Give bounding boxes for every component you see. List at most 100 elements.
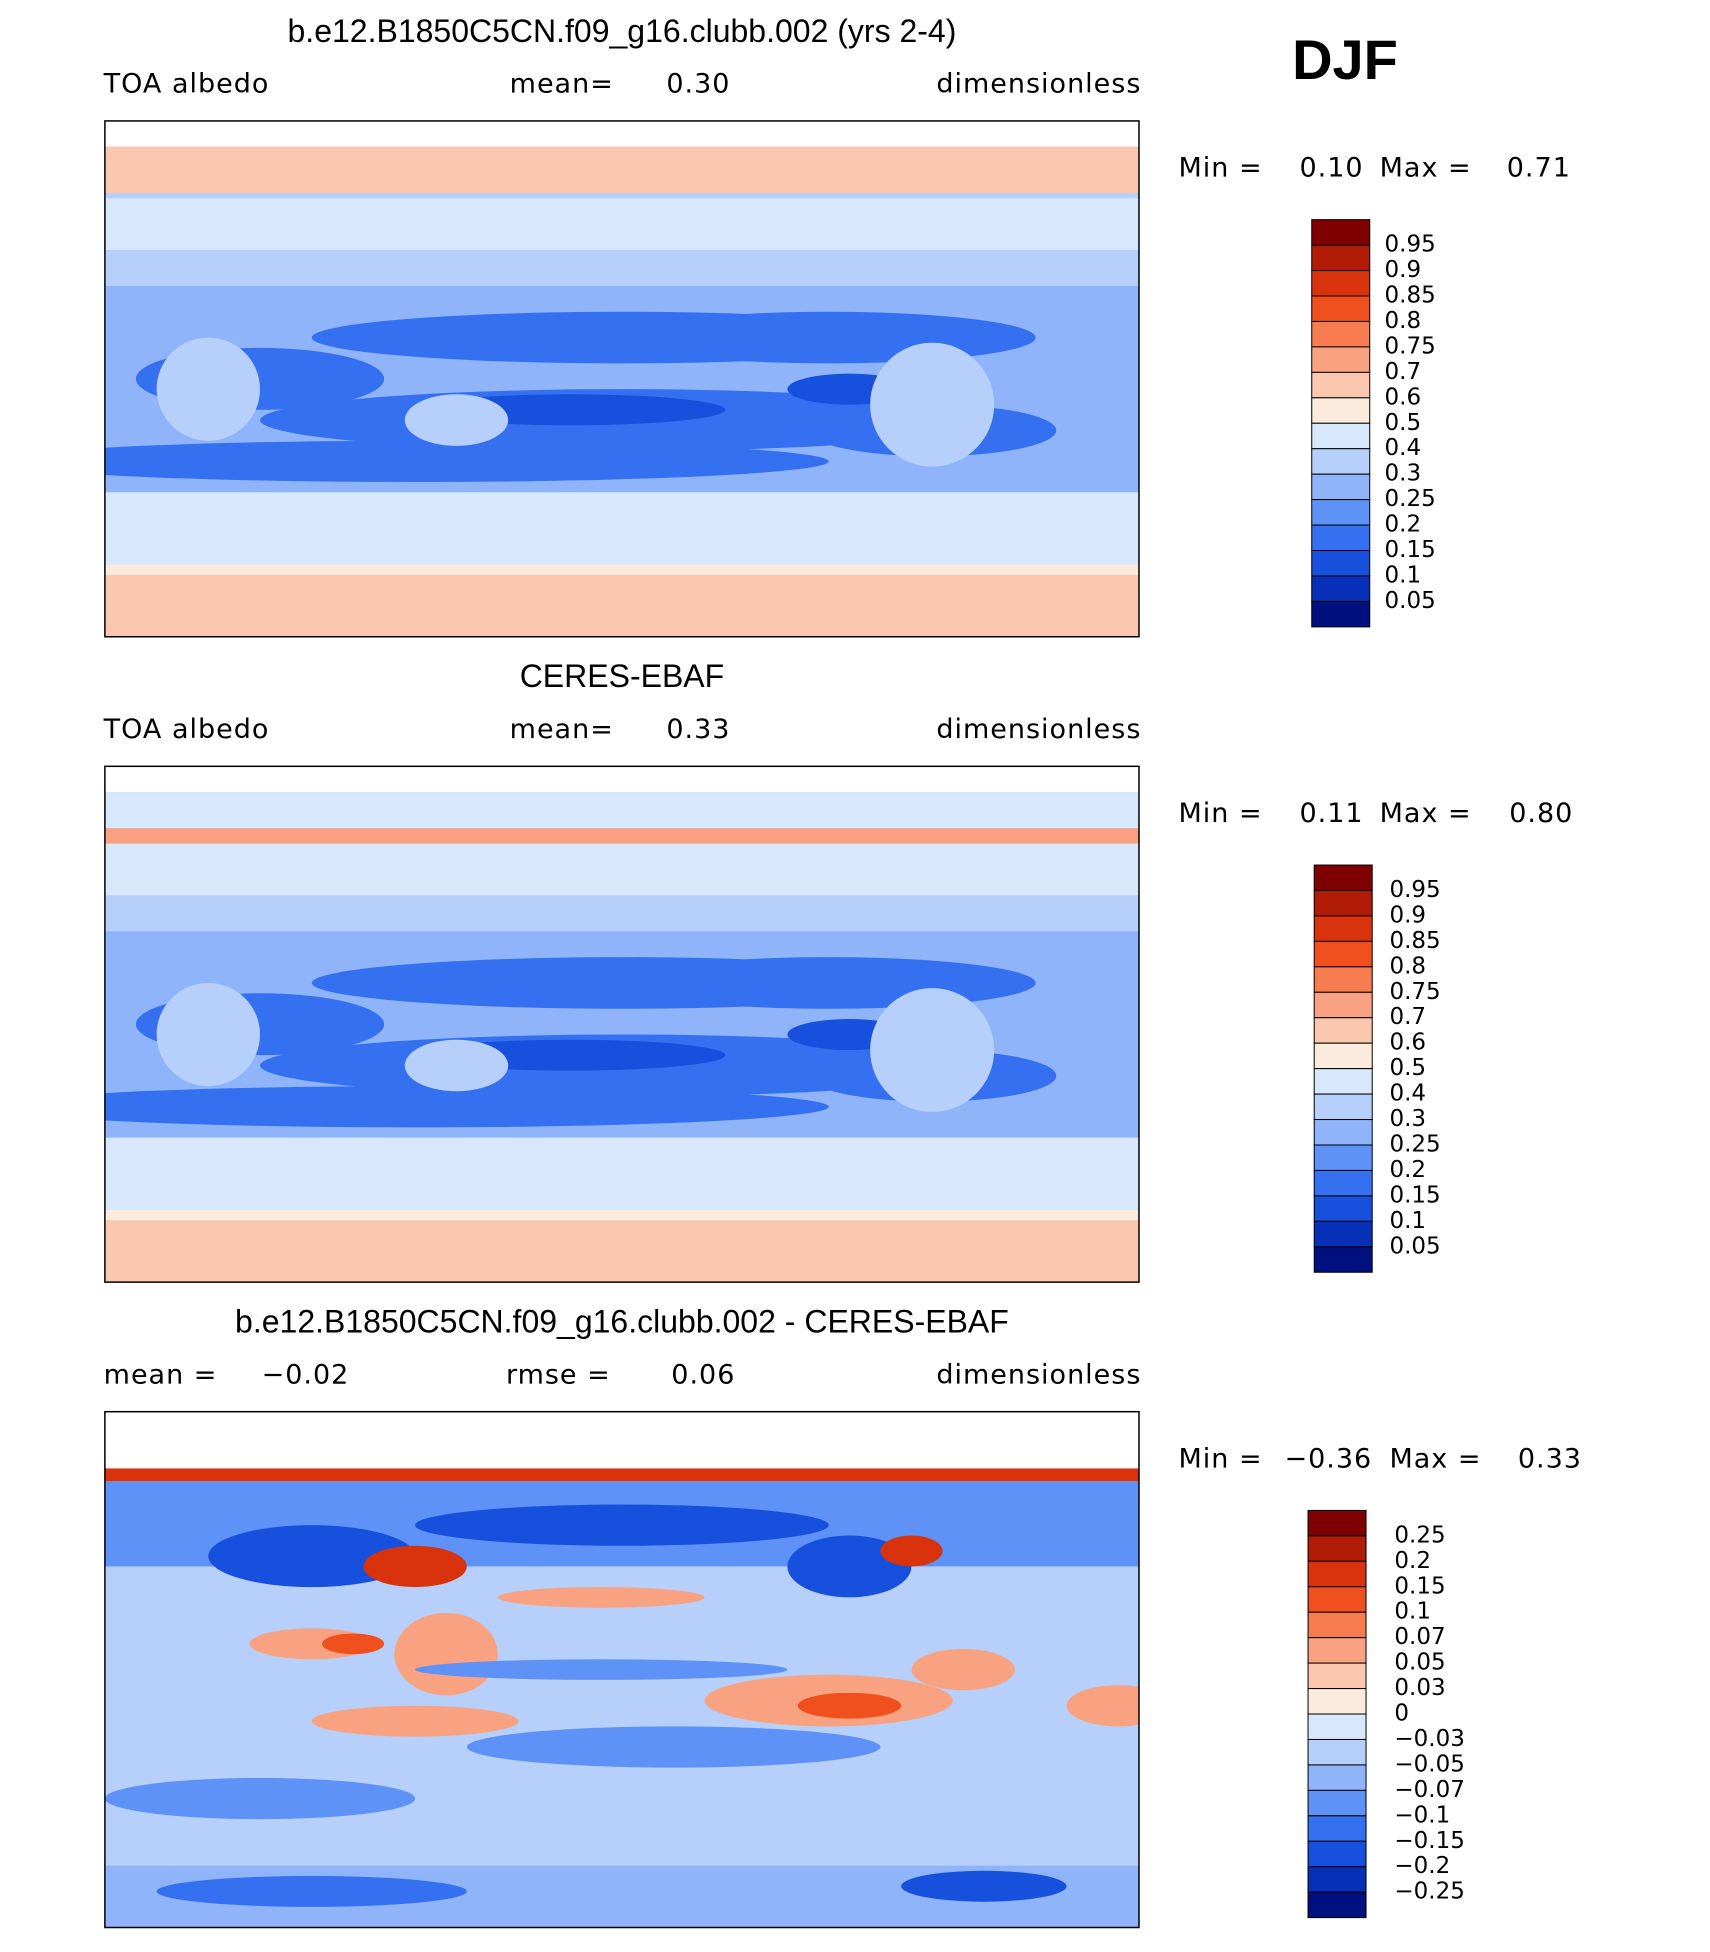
colorbar-box [1307,1815,1367,1842]
colorbar-label: 0.7 [1385,359,1422,385]
panel-label: rmse = [506,1359,611,1390]
field-blob [322,1633,385,1655]
map-field [104,766,1139,1283]
colorbar-label: 0.25 [1389,1131,1440,1157]
colorbar-box [1311,219,1371,246]
field-band [104,198,1139,250]
colorbar-label: 0.85 [1385,283,1436,309]
colorbar-box [1313,1093,1373,1121]
colorbar-box [1311,295,1371,322]
max-label: Max = [1380,153,1472,184]
colorbar-label: 0.6 [1385,384,1422,410]
colorbar-label: −0.07 [1394,1777,1464,1803]
field-blob [311,1705,519,1737]
colorbar-label: 0.25 [1394,1522,1445,1548]
map-frame [104,120,1140,638]
colorbar-box [1307,1713,1367,1740]
field-blob [797,1692,902,1719]
colorbar-box [1307,1509,1367,1537]
min-value: 0.11 [1299,798,1363,829]
colorbar-label: 0.7 [1389,1004,1426,1030]
panel-title: b.e12.B1850C5CN.f09_g16.clubb.002 (yrs 2… [288,13,957,49]
colorbar-box [1311,320,1371,348]
colorbar-label: 0.1 [1389,1208,1426,1234]
colorbar-box [1313,915,1373,942]
colorbar-label: 0.05 [1394,1650,1445,1676]
field-band [104,1137,1139,1210]
field-band [104,766,1139,793]
panel-title: b.e12.B1850C5CN.f09_g16.clubb.002 - CERE… [235,1304,1009,1340]
map-field [104,120,1139,637]
colorbar-box [1307,1611,1367,1639]
field-blob [415,1504,829,1546]
colorbar-box [1307,1662,1367,1690]
colorbar-label: 0.6 [1389,1030,1426,1056]
field-blob [911,1648,1015,1691]
colorbar-box [1311,397,1371,424]
panel-label: mean= [510,69,614,100]
colorbar-box [1313,991,1373,1019]
colorbar-box [1307,1764,1367,1791]
field-blob [870,988,995,1112]
colorbar-label: 0.3 [1385,461,1422,487]
colorbar-label: −0.15 [1394,1828,1464,1854]
colorbar-box [1307,1840,1367,1868]
colorbar-label: 0.2 [1389,1157,1426,1183]
field-blob [787,1535,912,1598]
colorbar-box [1307,1891,1367,1919]
field-blob [466,1726,881,1768]
field-blob [621,957,1036,1009]
colorbar-box [1307,1738,1367,1766]
colorbar-box [1313,1017,1373,1044]
field-blob [870,342,995,467]
colorbar-box [1313,1119,1373,1146]
colorbar-label: 0.9 [1385,257,1422,283]
field-band [104,564,1139,575]
field-band [104,1215,1139,1283]
colorbar-box [1311,346,1371,373]
max-value: 0.71 [1507,153,1571,184]
colorbar-label: 0.1 [1385,562,1422,588]
panel: b.e12.B1850C5CN.f09_g16.clubb.002 - CERE… [104,1304,1581,1929]
colorbar-label: 0.95 [1385,232,1436,258]
colorbar-label: 0.05 [1385,588,1436,614]
colorbar-box [1307,1535,1367,1562]
colorbar-box [1313,1246,1373,1273]
min-label: Min = [1178,1443,1262,1474]
panel-label: 0.06 [671,1359,735,1390]
colorbar-box [1311,524,1371,552]
colorbar-label: 0.8 [1385,308,1422,334]
field-blob [156,337,261,441]
colorbar-box [1307,1866,1367,1893]
field-blob [156,982,261,1087]
field-blob [621,311,1036,364]
field-blob [497,1587,705,1608]
field-band [104,1411,1139,1469]
field-band [104,569,1139,637]
colorbar-label: 0.15 [1385,537,1436,563]
colorbar-box [1313,889,1373,917]
field-band [104,492,1139,565]
colorbar-box [1313,966,1373,993]
field-blob [901,1870,1067,1902]
colorbar-box [1311,550,1371,577]
panel: CERES-EBAF TOA albedo mean= 0.33 dimensionle… [103,658,1572,1283]
max-label: Max = [1389,1443,1481,1474]
panel-label: TOA albedo [103,714,270,745]
colorbar-label: 0.05 [1389,1233,1440,1259]
field-blob [415,1659,788,1680]
min-value: −0.36 [1284,1443,1372,1474]
colorbar-box [1313,1042,1373,1070]
field-blob [104,1086,829,1128]
field-blob [880,1535,943,1567]
panel-label: 0.30 [666,69,730,100]
colorbar-label: 0.75 [1389,979,1440,1005]
colorbar-box [1311,600,1371,628]
panel-label: −0.02 [262,1359,350,1390]
field-blob [156,1875,467,1907]
colorbar-box [1313,864,1373,891]
colorbar-label: −0.25 [1394,1879,1464,1905]
field-blob [1066,1685,1139,1727]
